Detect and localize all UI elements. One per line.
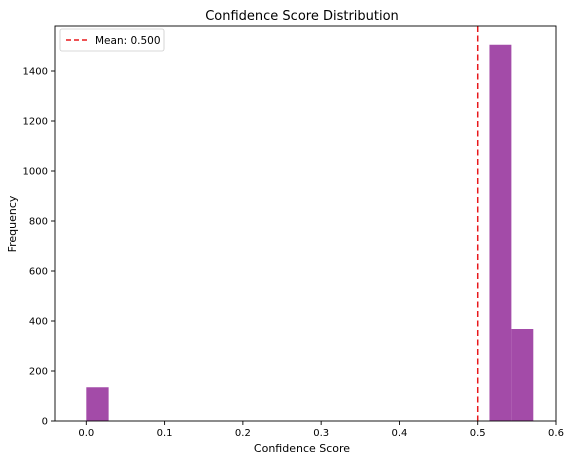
histogram-bar <box>489 44 512 421</box>
y-tick-label: 200 <box>29 367 48 378</box>
y-tick-label: 600 <box>29 267 48 278</box>
y-tick-label: 800 <box>29 217 48 228</box>
x-axis-label: Confidence Score <box>254 442 350 455</box>
x-tick-label: 0.3 <box>313 428 329 439</box>
x-tick-label: 0.1 <box>157 428 173 439</box>
legend: Mean: 0.500 <box>59 28 165 52</box>
legend-box <box>59 28 165 52</box>
y-axis-label: Frequency <box>6 195 19 252</box>
y-tick-label: 0 <box>42 417 48 428</box>
y-tick-label: 1200 <box>23 117 48 128</box>
x-tick-label: 0.2 <box>235 428 251 439</box>
x-tick-label: 0.4 <box>391 428 407 439</box>
y-tick-label: 1000 <box>23 167 48 178</box>
x-tick-label: 0.5 <box>470 428 486 439</box>
plot-area <box>54 25 557 422</box>
plot-frame <box>54 25 557 422</box>
y-tick-label: 1400 <box>23 67 48 78</box>
x-tick-label: 0.6 <box>548 428 564 439</box>
legend-mean-label: Mean: 0.500 <box>95 35 161 47</box>
axis-ticks: 0.0 0.1 0.2 0.3 0.4 0.5 0.6 0 200 400 600 800 1000 12… <box>23 67 564 440</box>
x-tick-label: 0.0 <box>78 428 94 439</box>
chart-title: Confidence Score Distribution <box>205 9 399 24</box>
histogram-bar <box>511 329 534 421</box>
histogram-bar <box>86 387 109 421</box>
y-tick-label: 400 <box>29 317 48 328</box>
